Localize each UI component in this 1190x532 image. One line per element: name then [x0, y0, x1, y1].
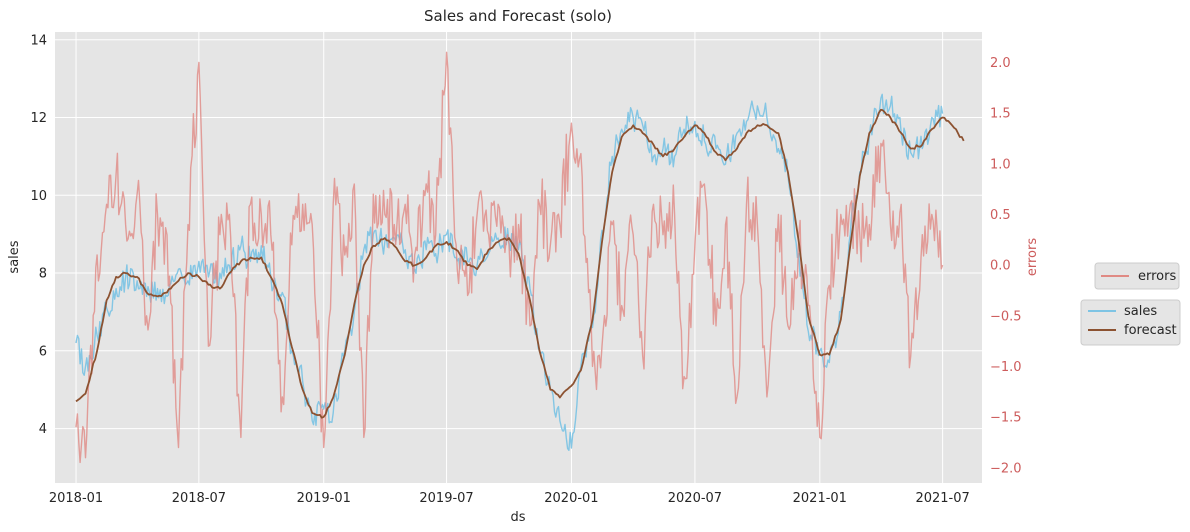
x-axis-label: ds: [510, 510, 525, 525]
legend-forecast-label: forecast: [1124, 323, 1177, 338]
x-axis-ticks: 2018-01 2018-07 2019-01 2019-07 2020-01 2020-…: [49, 491, 970, 506]
legend-errors-box: [1094, 262, 1180, 290]
x-tick-label: 2019-01: [297, 491, 351, 506]
legend-sales-forecast: sales forecast: [1080, 299, 1181, 346]
y2-axis-ticks: −2.0 −1.5 −1.0 −0.5 0.0 0.5 1.0 1.5 2.0: [990, 56, 1022, 476]
y2-tick-label: 0.5: [990, 208, 1011, 223]
y-tick-label: 6: [39, 344, 47, 359]
x-tick-label: 2021-01: [793, 491, 847, 506]
y2-axis-label: errors: [1025, 238, 1040, 276]
y2-tick-label: −1.5: [990, 411, 1022, 426]
x-tick-label: 2020-01: [544, 491, 598, 506]
y2-tick-label: 1.5: [990, 107, 1011, 122]
y-tick-label: 4: [39, 422, 47, 437]
y2-tick-label: 2.0: [990, 56, 1011, 71]
y2-tick-label: −1.0: [990, 360, 1022, 375]
y-axis-ticks: 4 6 8 10 12 14: [30, 33, 47, 437]
chart-title: Sales and Forecast (solo): [424, 7, 612, 25]
x-tick-label: 2019-07: [419, 491, 473, 506]
y2-tick-label: −0.5: [990, 309, 1022, 324]
plot-background: [55, 32, 982, 483]
y2-tick-label: −2.0: [990, 461, 1022, 476]
x-tick-label: 2021-07: [915, 491, 969, 506]
series-line-forecast: [75, 108, 965, 419]
x-tick-label: 2018-07: [172, 491, 226, 506]
y-axis-label: sales: [7, 240, 22, 273]
legend-errors-label: errors: [1138, 269, 1176, 284]
x-tick-label: 2020-07: [668, 491, 722, 506]
y2-tick-label: 1.0: [990, 157, 1011, 172]
legend-errors: errors: [1094, 262, 1180, 290]
legend-sales-label: sales: [1124, 304, 1157, 319]
y-tick-label: 14: [30, 33, 47, 48]
y-tick-label: 12: [30, 111, 47, 126]
series-lines: [75, 51, 965, 464]
y2-tick-label: 0.0: [990, 259, 1011, 274]
y-tick-label: 8: [39, 267, 47, 282]
x-tick-label: 2018-01: [49, 491, 103, 506]
y-tick-label: 10: [30, 189, 47, 204]
series-line-errors: [75, 51, 944, 464]
